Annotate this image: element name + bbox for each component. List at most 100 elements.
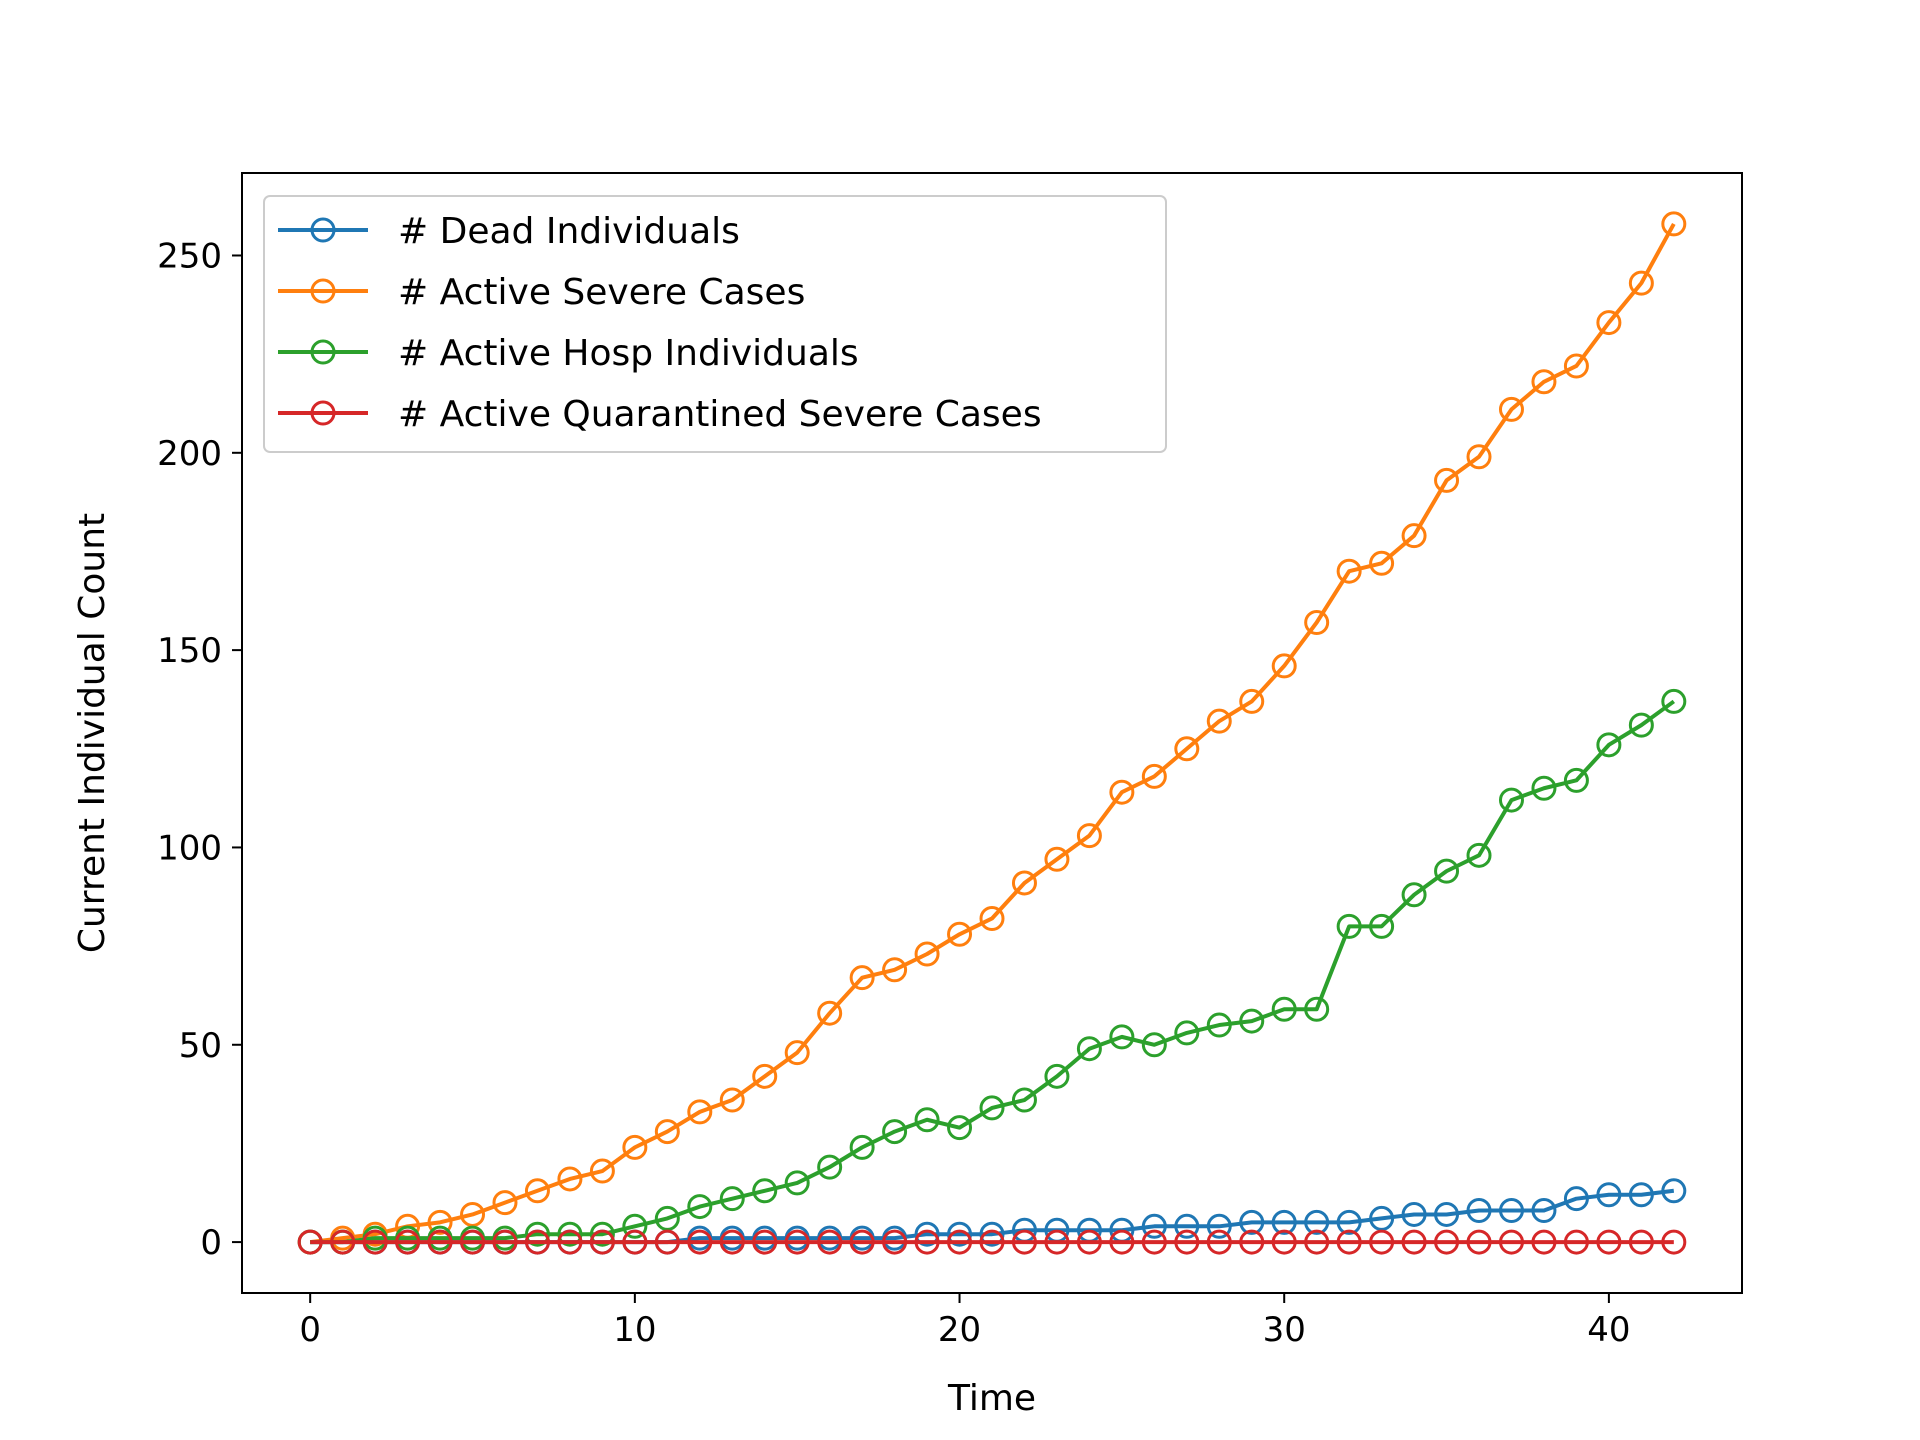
legend: # Dead Individuals # Active Severe Cases #…	[263, 195, 1167, 453]
data-point	[1076, 1229, 1102, 1255]
data-point	[1434, 467, 1460, 493]
data-point	[1076, 1036, 1102, 1062]
data-point	[1563, 1186, 1589, 1212]
data-point	[1628, 1182, 1654, 1208]
data-point	[817, 1000, 843, 1026]
legend-label: # Active Severe Cases	[398, 272, 805, 313]
data-point	[589, 1221, 615, 1247]
data-point	[1336, 558, 1362, 584]
data-point	[1206, 708, 1232, 734]
y-tick-label: 50	[179, 1026, 222, 1066]
data-point	[1531, 369, 1557, 395]
data-point	[849, 1229, 875, 1255]
y-tick-label: 0	[200, 1223, 222, 1263]
data-point	[849, 1134, 875, 1160]
data-point	[1466, 842, 1492, 868]
y-tick-label: 150	[157, 631, 222, 671]
legend-marker	[310, 278, 336, 304]
plot-frame	[241, 172, 1743, 1294]
data-point	[1044, 1063, 1070, 1089]
data-point	[947, 1229, 973, 1255]
data-point	[719, 1087, 745, 1113]
data-point	[1466, 444, 1492, 470]
data-point	[1628, 712, 1654, 738]
data-point	[1076, 823, 1102, 849]
data-point	[1531, 1198, 1557, 1224]
data-point	[1401, 1229, 1427, 1255]
data-point	[622, 1229, 648, 1255]
series-4	[297, 1229, 1687, 1255]
data-point	[1531, 775, 1557, 801]
data-point	[1174, 736, 1200, 762]
data-point	[979, 1221, 1005, 1247]
data-point	[1239, 1008, 1265, 1034]
data-point	[524, 1221, 550, 1247]
y-tick-label: 250	[157, 236, 222, 276]
data-point	[427, 1229, 453, 1255]
data-point	[589, 1229, 615, 1255]
data-point	[1628, 270, 1654, 296]
data-point	[1141, 1213, 1167, 1239]
data-point	[589, 1158, 615, 1184]
data-point	[427, 1209, 453, 1235]
x-axis: 0 10 20 30 40	[299, 1293, 1631, 1350]
legend-label: # Active Quarantined Severe Cases	[398, 394, 1042, 435]
y-tick-label: 200	[157, 434, 222, 474]
data-point	[1141, 763, 1167, 789]
data-point	[784, 1229, 810, 1255]
data-point	[1401, 1201, 1427, 1227]
data-point	[914, 941, 940, 967]
data-point	[947, 921, 973, 947]
data-point	[1304, 1229, 1330, 1255]
data-point	[784, 1040, 810, 1066]
data-point	[882, 957, 908, 983]
data-point	[1304, 609, 1330, 635]
data-point	[1271, 653, 1297, 679]
data-point	[1628, 1229, 1654, 1255]
data-point	[362, 1229, 388, 1255]
data-point	[1661, 1229, 1687, 1255]
data-point	[1563, 1229, 1589, 1255]
data-point	[1466, 1198, 1492, 1224]
data-point	[1596, 732, 1622, 758]
data-point	[460, 1201, 486, 1227]
data-point	[1109, 1229, 1135, 1255]
series-3	[297, 688, 1687, 1255]
data-point	[1336, 1209, 1362, 1235]
data-point	[979, 1229, 1005, 1255]
data-point	[395, 1229, 421, 1255]
data-point	[687, 1229, 713, 1255]
data-point	[1109, 779, 1135, 805]
data-point	[460, 1229, 486, 1255]
data-point	[1206, 1229, 1232, 1255]
data-point	[1044, 1229, 1070, 1255]
data-point	[1304, 1209, 1330, 1235]
data-point	[1369, 913, 1395, 939]
data-point	[1369, 550, 1395, 576]
data-point	[1661, 211, 1687, 237]
data-point	[1044, 846, 1070, 872]
data-point	[947, 1115, 973, 1141]
data-point	[1174, 1229, 1200, 1255]
data-point	[784, 1170, 810, 1196]
data-point	[1401, 882, 1427, 908]
data-point	[1271, 1229, 1297, 1255]
legend-marker	[310, 339, 336, 365]
data-point	[914, 1107, 940, 1133]
data-point	[524, 1229, 550, 1255]
data-point	[849, 965, 875, 991]
data-point	[1206, 1012, 1232, 1038]
data-point	[1498, 1229, 1524, 1255]
data-point	[719, 1186, 745, 1212]
data-point	[687, 1099, 713, 1125]
data-point	[914, 1229, 940, 1255]
data-point	[1271, 1209, 1297, 1235]
data-point	[1271, 996, 1297, 1022]
plot-marks	[297, 211, 1687, 1255]
data-point	[297, 1229, 323, 1255]
data-point	[1563, 353, 1589, 379]
data-point	[1239, 688, 1265, 714]
legend-frame	[263, 195, 1167, 453]
data-point	[1434, 858, 1460, 884]
